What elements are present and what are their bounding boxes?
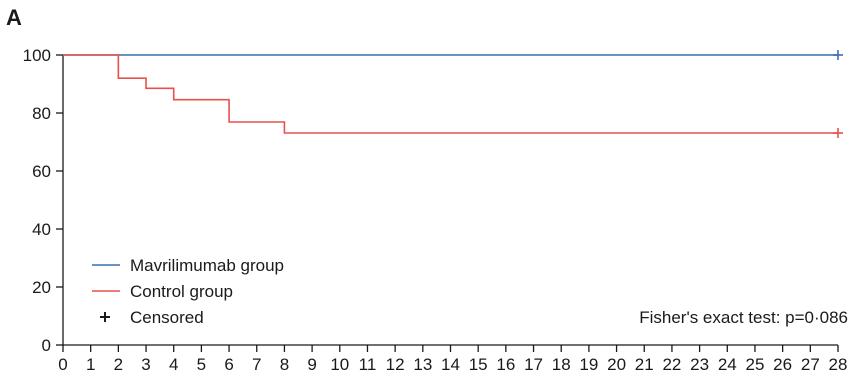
y-tick-label-40: 40 bbox=[32, 220, 51, 239]
y-tick-label-0: 0 bbox=[42, 336, 51, 355]
x-tick-label-25: 25 bbox=[746, 355, 765, 374]
x-tick-label-8: 8 bbox=[280, 355, 289, 374]
legend-swatch-censored bbox=[100, 312, 110, 322]
y-tick-label-100: 100 bbox=[23, 46, 51, 65]
x-tick-label-9: 9 bbox=[307, 355, 316, 374]
x-tick-label-12: 12 bbox=[386, 355, 405, 374]
x-tick-label-3: 3 bbox=[141, 355, 150, 374]
legend-label-mavrilimumab-group: Mavrilimumab group bbox=[130, 256, 284, 275]
legend-label-control-group: Control group bbox=[130, 282, 233, 301]
x-tick-label-18: 18 bbox=[552, 355, 571, 374]
fisher-test-annotation: Fisher's exact test: p=0·086 bbox=[639, 308, 848, 327]
x-tick-label-28: 28 bbox=[829, 355, 848, 374]
x-tick-label-14: 14 bbox=[441, 355, 460, 374]
x-tick-label-7: 7 bbox=[252, 355, 261, 374]
panel-label: A bbox=[6, 5, 22, 30]
x-tick-label-19: 19 bbox=[579, 355, 598, 374]
x-tick-label-15: 15 bbox=[469, 355, 488, 374]
y-tick-label-60: 60 bbox=[32, 162, 51, 181]
control-group-censor-mark bbox=[833, 128, 843, 139]
legend-label-censored: Censored bbox=[130, 308, 204, 327]
control-group-line bbox=[63, 54, 838, 134]
x-tick-label-10: 10 bbox=[330, 355, 349, 374]
x-tick-label-4: 4 bbox=[169, 355, 178, 374]
x-tick-label-24: 24 bbox=[718, 355, 737, 374]
x-tick-label-20: 20 bbox=[607, 355, 626, 374]
x-tick-label-6: 6 bbox=[224, 355, 233, 374]
x-tick-label-11: 11 bbox=[359, 355, 377, 374]
y-tick-label-80: 80 bbox=[32, 104, 51, 123]
x-tick-label-17: 17 bbox=[524, 355, 543, 374]
x-tick-label-0: 0 bbox=[58, 355, 67, 374]
y-tick-label-20: 20 bbox=[32, 278, 51, 297]
x-tick-label-21: 21 bbox=[635, 355, 654, 374]
legend: Mavrilimumab group Control group Censored bbox=[92, 256, 284, 327]
x-tick-label-23: 23 bbox=[690, 355, 709, 374]
x-tick-label-5: 5 bbox=[197, 355, 206, 374]
mavrilimumab-group-censor-mark bbox=[833, 50, 843, 60]
x-tick-label-27: 27 bbox=[801, 355, 820, 374]
x-tick-label-2: 2 bbox=[114, 355, 123, 374]
x-tick-label-22: 22 bbox=[662, 355, 681, 374]
x-tick-label-16: 16 bbox=[496, 355, 515, 374]
x-tick-label-13: 13 bbox=[413, 355, 432, 374]
x-tick-label-26: 26 bbox=[773, 355, 792, 374]
x-tick-label-1: 1 bbox=[86, 355, 95, 374]
